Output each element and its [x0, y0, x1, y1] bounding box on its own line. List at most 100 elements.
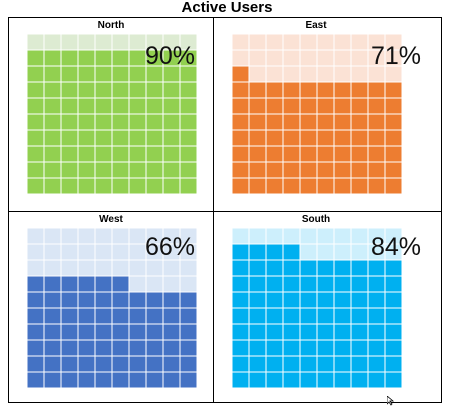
waffle-cell-filled [350, 129, 369, 147]
waffle-cell-filled [299, 145, 318, 163]
waffle-cell-filled [265, 291, 284, 309]
panel-title-north: North [97, 20, 125, 31]
waffle-cell-filled [367, 113, 386, 131]
percent-label-east: 71% [371, 42, 422, 70]
waffle-cell-empty [111, 259, 130, 277]
waffle-cell-filled [350, 355, 369, 373]
waffle-cell-filled [43, 113, 62, 131]
waffle-cell-filled [384, 339, 403, 357]
waffle-cell-filled [162, 97, 181, 115]
waffle-cell-filled [265, 113, 284, 131]
waffle-cell-empty [316, 227, 335, 245]
waffle-cell-filled [77, 355, 96, 373]
waffle-cell-filled [77, 339, 96, 357]
waffle-cell-empty [60, 259, 79, 277]
waffle-cell-empty [231, 33, 250, 51]
waffle-cell-empty [350, 49, 369, 67]
waffle-cell-empty [128, 227, 147, 245]
waffle-cell-empty [94, 243, 113, 261]
waffle-cell-filled [231, 145, 250, 163]
waffle-cell-empty [248, 49, 267, 67]
waffle-cell-filled [367, 177, 386, 195]
waffle-cell-filled [179, 113, 198, 131]
waffle-cell-filled [179, 371, 198, 389]
waffle-cell-empty [333, 243, 352, 261]
waffle-cell-filled [179, 291, 198, 309]
waffle-cell-filled [94, 177, 113, 195]
waffle-cell-filled [333, 275, 352, 293]
waffle-cell-empty [316, 49, 335, 67]
waffle-cell-filled [248, 371, 267, 389]
waffle-cell-filled [384, 323, 403, 341]
waffle-cell-filled [248, 291, 267, 309]
waffle-cell-filled [231, 65, 250, 83]
panel-title-west: West [99, 214, 123, 225]
waffle-cell-filled [179, 339, 198, 357]
waffle-cell-filled [384, 355, 403, 373]
waffle-panel-grid: North 90% East 71% West 66% South 84% [8, 17, 442, 403]
waffle-north [26, 33, 198, 195]
waffle-cell-filled [60, 65, 79, 83]
waffle-cell-filled [94, 113, 113, 131]
waffle-cell-filled [26, 129, 45, 147]
waffle-cell-filled [265, 275, 284, 293]
waffle-cell-filled [384, 129, 403, 147]
waffle-cell-filled [60, 323, 79, 341]
waffle-cell-filled [128, 371, 147, 389]
waffle-cell-filled [299, 259, 318, 277]
waffle-cell-filled [26, 323, 45, 341]
waffle-cell-filled [316, 371, 335, 389]
waffle-cell-filled [299, 323, 318, 341]
waffle-cell-filled [316, 113, 335, 131]
waffle-cell-filled [162, 355, 181, 373]
waffle-cell-filled [265, 323, 284, 341]
waffle-cell-filled [350, 339, 369, 357]
waffle-cell-filled [43, 161, 62, 179]
waffle-cell-filled [128, 355, 147, 373]
waffle-cell-empty [282, 65, 301, 83]
waffle-cell-filled [265, 371, 284, 389]
waffle-cell-filled [350, 97, 369, 115]
waffle-cell-filled [26, 339, 45, 357]
waffle-cell-filled [282, 259, 301, 277]
waffle-cell-filled [248, 145, 267, 163]
waffle-cell-filled [128, 129, 147, 147]
waffle-cell-filled [43, 291, 62, 309]
waffle-cell-filled [367, 145, 386, 163]
waffle-cell-empty [43, 259, 62, 277]
waffle-cell-filled [350, 161, 369, 179]
waffle-cell-filled [231, 81, 250, 99]
waffle-cell-filled [333, 81, 352, 99]
waffle-cell-empty [111, 33, 130, 51]
waffle-cell-filled [350, 323, 369, 341]
waffle-cell-filled [43, 307, 62, 325]
waffle-cell-filled [367, 291, 386, 309]
waffle-cell-filled [179, 307, 198, 325]
waffle-cell-filled [367, 323, 386, 341]
waffle-cell-empty [350, 33, 369, 51]
waffle-cell-filled [111, 355, 130, 373]
panel-south: South 84% [214, 212, 421, 405]
waffle-cell-filled [77, 307, 96, 325]
waffle-cell-filled [26, 97, 45, 115]
waffle-cell-filled [282, 81, 301, 99]
waffle-cell-filled [128, 323, 147, 341]
waffle-cell-filled [333, 371, 352, 389]
waffle-cell-filled [299, 161, 318, 179]
waffle-cell-empty [299, 49, 318, 67]
waffle-cell-filled [231, 339, 250, 357]
waffle-cell-filled [231, 129, 250, 147]
waffle-cell-filled [145, 291, 164, 309]
waffle-cell-filled [248, 307, 267, 325]
waffle-cell-filled [248, 97, 267, 115]
waffle-cell-filled [248, 339, 267, 357]
waffle-cell-filled [333, 177, 352, 195]
chart-title: Active Users [181, 0, 273, 16]
waffle-cell-filled [43, 65, 62, 83]
waffle-cell-filled [248, 81, 267, 99]
waffle-cell-filled [299, 177, 318, 195]
waffle-cell-filled [111, 145, 130, 163]
waffle-cell-filled [128, 291, 147, 309]
waffle-cell-filled [367, 371, 386, 389]
waffle-cell-filled [145, 129, 164, 147]
